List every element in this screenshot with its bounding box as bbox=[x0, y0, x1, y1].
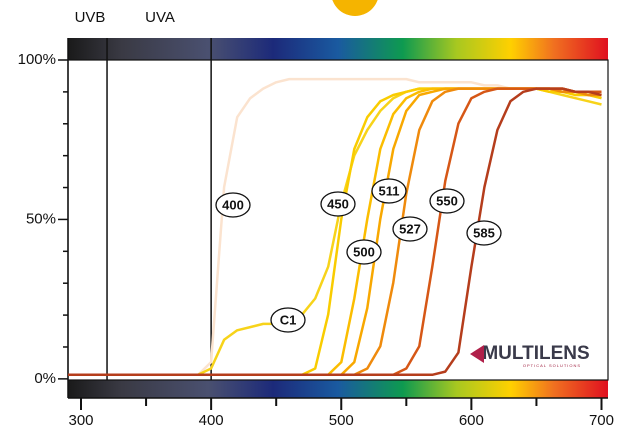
series-label-bubble bbox=[346, 239, 382, 265]
series-label-bubble bbox=[371, 178, 407, 204]
y-tick-label: 100% bbox=[18, 51, 56, 68]
series-label: C1 bbox=[280, 312, 297, 327]
series-label: 400 bbox=[222, 197, 244, 212]
x-tick-label: 500 bbox=[329, 412, 354, 429]
series-label: 450 bbox=[327, 196, 349, 211]
x-tick-label: 600 bbox=[459, 412, 484, 429]
series-label: 527 bbox=[399, 221, 421, 236]
series-label-bubble bbox=[320, 191, 356, 217]
annotation: UVA bbox=[145, 9, 175, 26]
series-label: 585 bbox=[473, 225, 495, 240]
series-line bbox=[68, 87, 602, 377]
y-tick-label: 50% bbox=[26, 210, 56, 227]
series-label-bubble bbox=[429, 188, 465, 214]
x-tick-label: 400 bbox=[199, 412, 224, 429]
logo-icon bbox=[470, 345, 484, 363]
y-tick-label: 0% bbox=[34, 370, 56, 387]
series-label-bubble bbox=[215, 192, 251, 218]
series-label: 500 bbox=[353, 244, 375, 259]
series-line bbox=[68, 77, 602, 377]
annotation: UVB bbox=[75, 9, 106, 26]
logo-circle bbox=[332, 0, 378, 16]
x-tick-label: 300 bbox=[68, 412, 93, 429]
series-label-bubble bbox=[270, 307, 306, 333]
series-label: 550 bbox=[436, 193, 458, 208]
series-label: 511 bbox=[379, 183, 400, 198]
spectrum-bar bbox=[68, 380, 608, 398]
logo-tagline: OPTICAL SOLUTIONS bbox=[523, 363, 581, 368]
logo-name: MULTILENS bbox=[482, 343, 589, 364]
series-label-bubble bbox=[392, 216, 428, 242]
series-line bbox=[68, 87, 602, 377]
series-label-bubble bbox=[466, 220, 502, 246]
spectrum-bar bbox=[68, 38, 608, 60]
x-tick-label: 700 bbox=[589, 412, 614, 429]
